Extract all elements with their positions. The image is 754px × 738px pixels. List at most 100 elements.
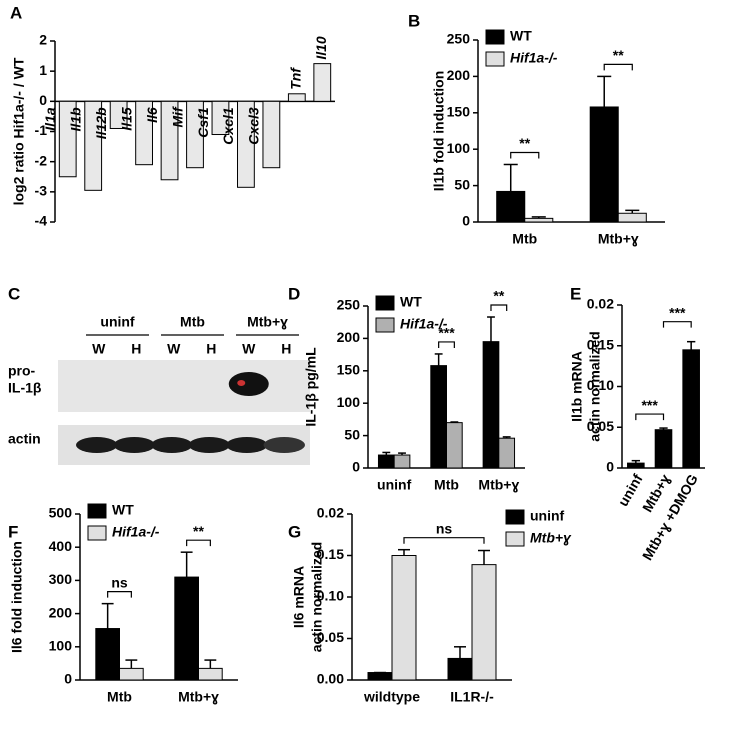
- y-tick-label: 250: [337, 297, 361, 313]
- x-tick-label: Tnf: [288, 67, 304, 90]
- y-tick-label: 200: [337, 329, 361, 345]
- significance-bracket: [186, 539, 211, 547]
- blot-lane-label: H: [131, 341, 141, 357]
- significance-bracket: [510, 151, 540, 159]
- y-axis-label: Il6 mRNA: [291, 566, 307, 628]
- y-tick-label: -2: [35, 152, 48, 168]
- panel-letter: F: [8, 522, 18, 541]
- bar: [84, 100, 103, 191]
- bar: [287, 93, 306, 102]
- blot-band: [113, 437, 155, 453]
- x-tick-label: Mtb+ɣ: [178, 689, 219, 705]
- significance-label: **: [613, 47, 624, 63]
- x-tick-label: Mtb+ɣ: [598, 231, 639, 247]
- bar: [524, 217, 554, 223]
- x-tick-label: Il1a: [42, 107, 58, 131]
- legend-swatch: [87, 503, 107, 519]
- bar: [498, 437, 516, 469]
- bar: [135, 100, 153, 166]
- significance-label: ***: [669, 304, 686, 320]
- bar: [627, 462, 645, 469]
- blot-lane-label: W: [242, 341, 256, 357]
- bar: [119, 667, 144, 681]
- legend-label: WT: [112, 502, 134, 518]
- legend-label: uninf: [530, 508, 565, 524]
- bar: [447, 657, 473, 681]
- legend-label: WT: [400, 294, 422, 310]
- blot-lane-label: H: [281, 341, 291, 357]
- y-axis-label: Il6 fold induction: [9, 541, 25, 653]
- y-tick-label: -1: [35, 122, 48, 138]
- bar: [186, 100, 204, 169]
- bar: [393, 454, 411, 469]
- bar: [160, 100, 179, 181]
- blot-band: [226, 437, 268, 453]
- significance-bracket: [438, 341, 455, 348]
- bar: [682, 349, 700, 469]
- y-tick-label: 0.02: [587, 296, 614, 312]
- bar: [617, 212, 647, 223]
- legend-swatch: [375, 295, 395, 311]
- x-tick-label: Il12b: [93, 107, 109, 139]
- x-tick-label: Il1b: [67, 107, 83, 132]
- significance-label: **: [193, 523, 204, 539]
- blot-membrane: [58, 360, 310, 412]
- significance-bracket: [662, 321, 692, 328]
- blot-lane-label: W: [167, 341, 181, 357]
- bar: [198, 667, 223, 681]
- blot-band: [188, 437, 230, 453]
- y-tick-label: 0: [462, 213, 470, 229]
- bar: [430, 365, 447, 469]
- y-tick-label: 2: [39, 32, 47, 48]
- bar: [313, 63, 332, 102]
- significance-label: ns: [436, 520, 453, 536]
- y-tick-label: 0: [352, 459, 360, 475]
- bar: [471, 564, 497, 681]
- x-tick-label: Cxcl1: [220, 107, 236, 145]
- significance-bracket: [107, 591, 132, 598]
- bar: [391, 555, 417, 681]
- y-tick-label: 500: [49, 505, 73, 521]
- bar: [446, 422, 463, 469]
- panel-letter: A: [10, 3, 22, 22]
- y-axis-label: actin normalized: [587, 331, 603, 441]
- bar: [377, 454, 395, 469]
- y-tick-label: 0.02: [317, 505, 344, 521]
- blot-band: [263, 437, 305, 453]
- legend-swatch: [505, 531, 525, 547]
- blot-group-label: uninf: [100, 314, 135, 330]
- y-tick-label: 300: [49, 571, 73, 587]
- y-tick-label: 50: [454, 176, 470, 192]
- blot-row-label: pro-: [8, 363, 36, 379]
- y-tick-label: 0: [39, 92, 47, 108]
- x-tick-label: Il6: [144, 107, 160, 123]
- y-tick-label: 0.05: [587, 418, 614, 434]
- bar: [496, 190, 526, 223]
- x-tick-label: wildtype: [363, 689, 420, 705]
- significance-bracket: [635, 413, 665, 421]
- panel-letter: E: [570, 284, 581, 303]
- bar: [58, 100, 77, 178]
- legend-swatch: [375, 317, 395, 333]
- y-tick-label: 100: [337, 394, 361, 410]
- x-tick-label: Csf1: [195, 107, 211, 138]
- panel-letter: B: [408, 11, 420, 30]
- y-tick-label: -4: [35, 213, 48, 229]
- legend-label: WT: [510, 28, 532, 44]
- legend-swatch: [505, 509, 525, 525]
- x-tick-label: uninf: [377, 477, 412, 493]
- y-tick-label: 150: [337, 362, 361, 378]
- legend-label: Hif1a-/-: [400, 316, 448, 332]
- y-tick-label: 400: [49, 538, 73, 554]
- y-tick-label: 0.05: [317, 629, 344, 645]
- bar: [174, 576, 200, 681]
- significance-label: **: [493, 288, 504, 304]
- y-tick-label: 0.00: [317, 671, 344, 687]
- blot-band: [151, 437, 193, 453]
- y-tick-label: 150: [447, 104, 471, 120]
- y-axis-label: Il1b mRNA: [569, 351, 585, 422]
- blot-group-label: Mtb+ɣ: [247, 314, 288, 330]
- legend-label: Hif1a-/-: [510, 50, 558, 66]
- y-tick-label: 200: [447, 67, 471, 83]
